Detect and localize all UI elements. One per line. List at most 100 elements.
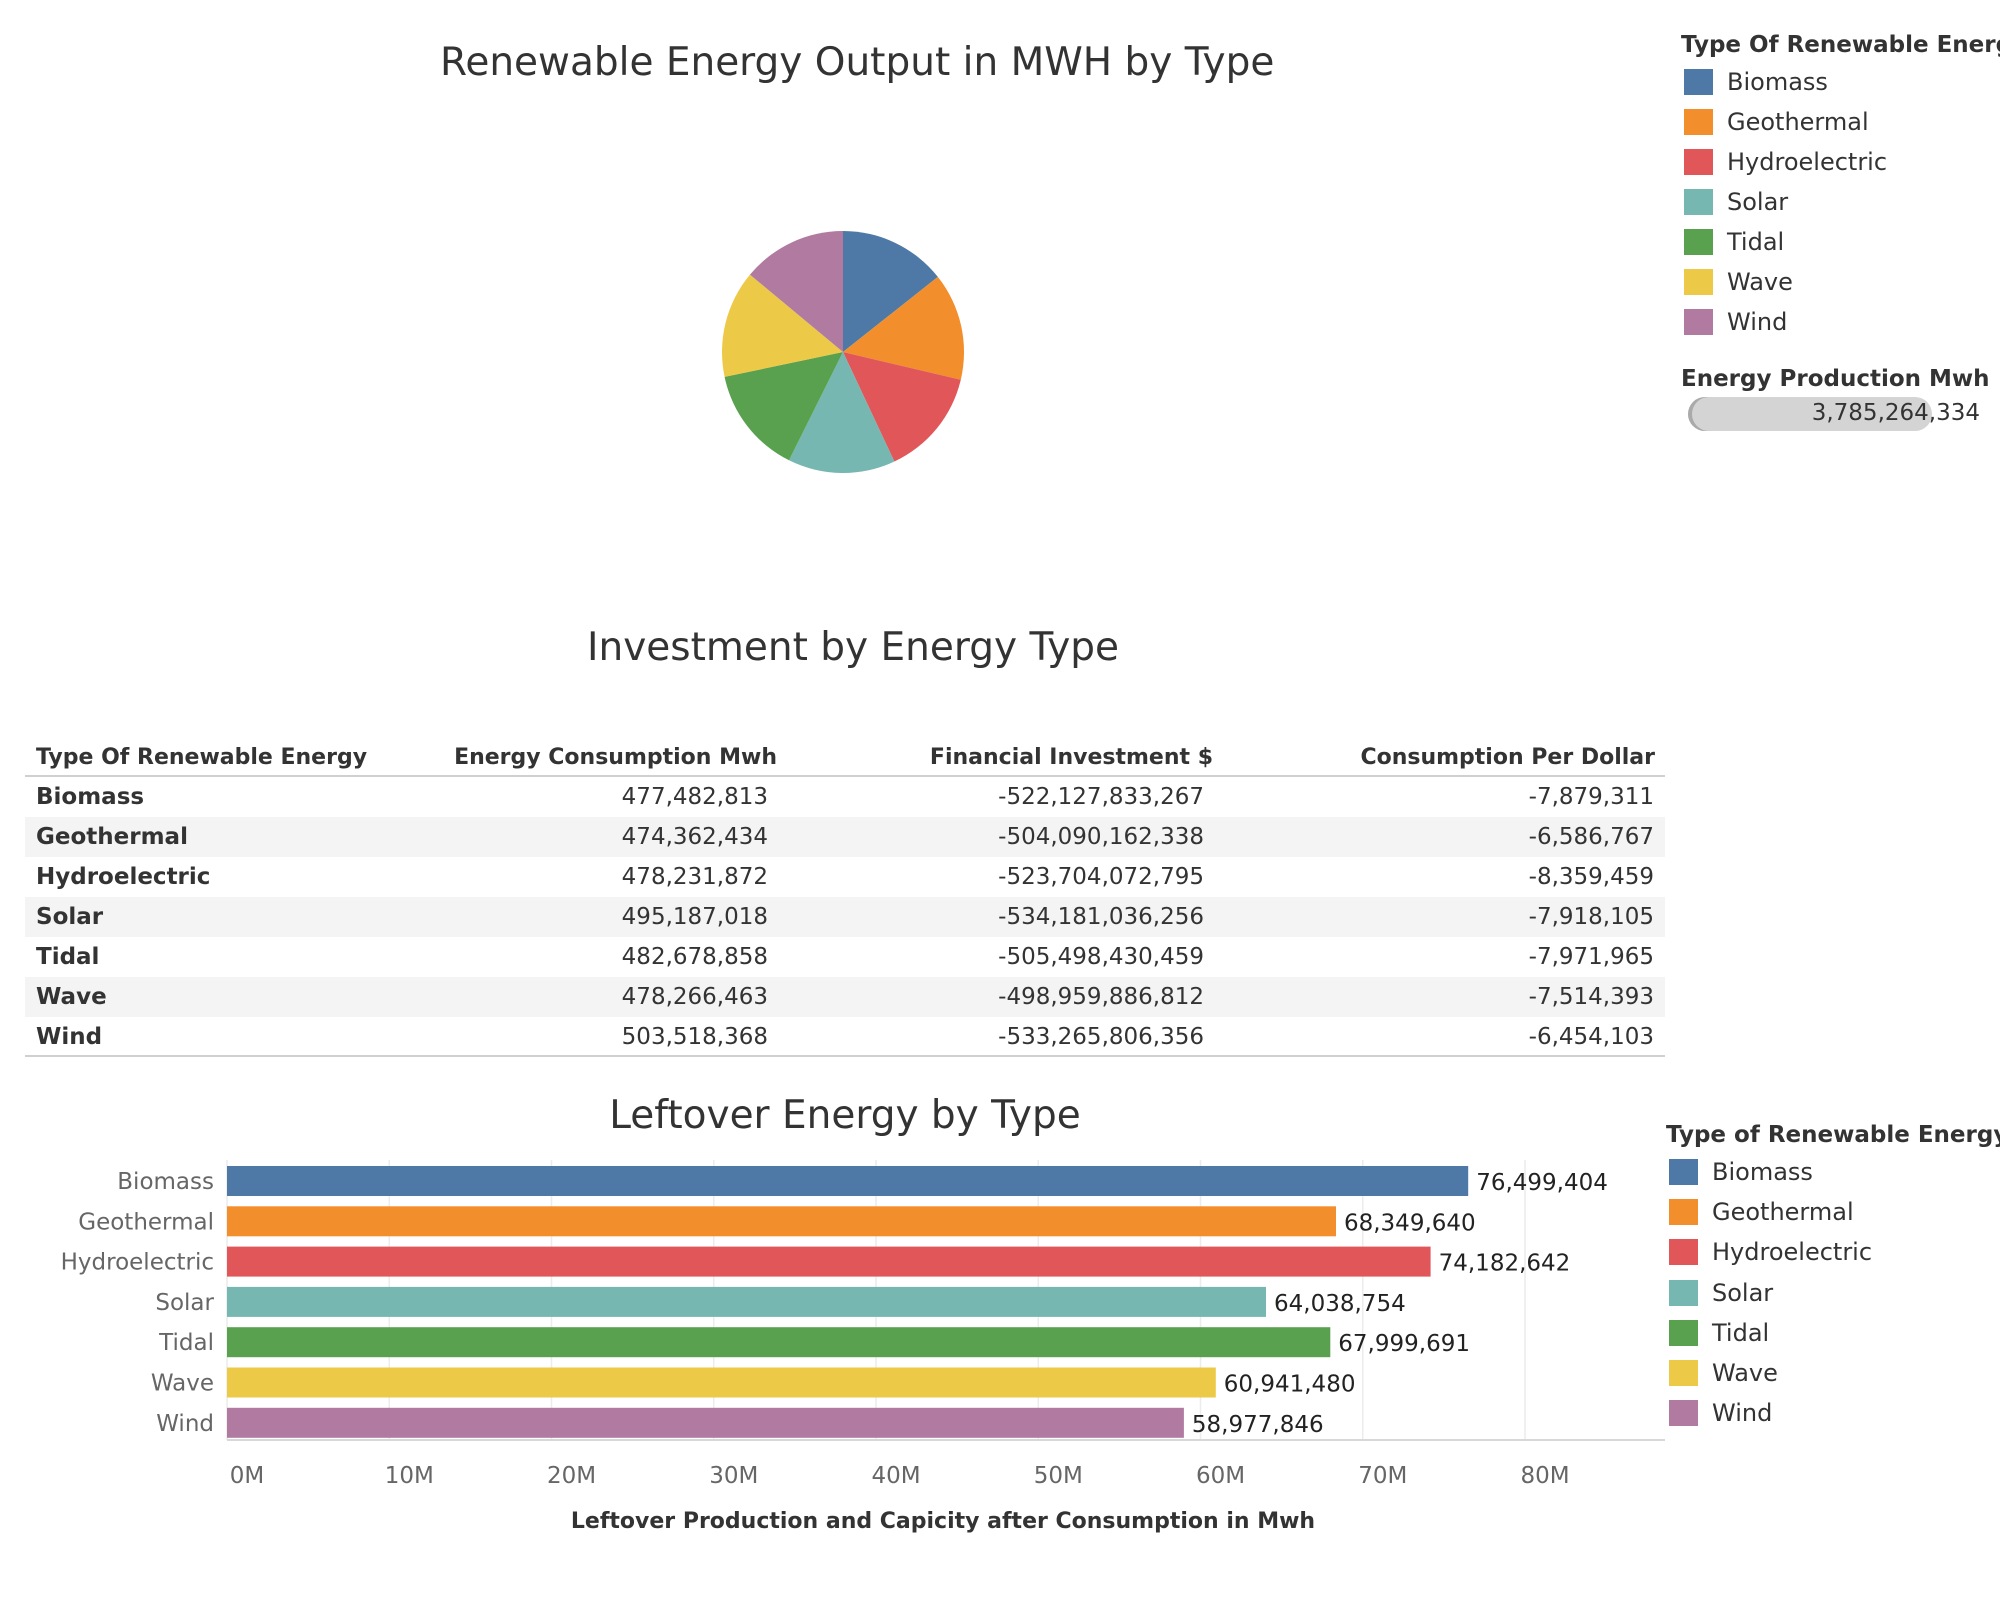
- pie-legend-item-solar[interactable]: Solar: [1684, 187, 1788, 217]
- cell-type: Wave: [36, 984, 107, 1010]
- legend-swatch: [1669, 1199, 1698, 1226]
- cell-type: Hydroelectric: [36, 864, 211, 890]
- pie-legend-item-geothermal[interactable]: Geothermal: [1684, 107, 1869, 137]
- table-row[interactable]: Solar 495,187,018 -534,181,036,256 -7,918,1…: [25, 897, 1665, 937]
- bar-value-label: 76,499,404: [1476, 1170, 1608, 1196]
- pie-legend-item-tidal[interactable]: Tidal: [1684, 227, 1784, 257]
- pie-slice-hydroelectric[interactable]: [843, 352, 961, 462]
- y-category-label: Solar: [155, 1290, 214, 1316]
- y-category-label: Wave: [151, 1371, 214, 1397]
- cell-per-dollar: -7,918,105: [1528, 904, 1654, 930]
- pie-slice-biomass[interactable]: [843, 231, 938, 352]
- bar-legend-item-wave[interactable]: Wave: [1669, 1358, 1778, 1388]
- table-row[interactable]: Wave 478,266,463 -498,959,886,812 -7,514,39…: [25, 977, 1665, 1017]
- x-tick-label: 40M: [871, 1463, 920, 1489]
- cell-consumption: 482,678,858: [621, 944, 768, 970]
- legend-label: Wind: [1712, 1399, 1773, 1428]
- bar-legend-item-tidal[interactable]: Tidal: [1669, 1318, 1769, 1348]
- legend-label: Geothermal: [1727, 108, 1869, 136]
- legend-label: Hydroelectric: [1727, 148, 1888, 176]
- legend-swatch: [1684, 229, 1713, 255]
- legend-label: Biomass: [1712, 1158, 1813, 1186]
- cell-investment: -522,127,833,267: [998, 784, 1204, 810]
- pie-slice-wind[interactable]: [749, 231, 843, 352]
- cell-type: Tidal: [36, 944, 100, 970]
- x-tick-label: 80M: [1520, 1463, 1569, 1489]
- y-category-label: Tidal: [158, 1330, 214, 1356]
- pie-slice-solar[interactable]: [789, 352, 895, 473]
- table-row[interactable]: Geothermal 474,362,434 -504,090,162,338 -6,…: [25, 817, 1665, 857]
- cell-investment: -505,498,430,459: [998, 944, 1204, 970]
- bar-wave[interactable]: [227, 1367, 1216, 1398]
- table-row[interactable]: Tidal 482,678,858 -505,498,430,459 -7,971,9…: [25, 937, 1665, 977]
- bar-hydroelectric[interactable]: [227, 1246, 1431, 1277]
- bar-legend-item-geothermal[interactable]: Geothermal: [1669, 1197, 1854, 1227]
- table-header-per-dollar: Consumption Per Dollar: [1360, 745, 1655, 770]
- bar-geothermal[interactable]: [227, 1206, 1336, 1237]
- x-tick-label: 30M: [709, 1463, 758, 1489]
- pie-legend-item-hydroelectric[interactable]: Hydroelectric: [1684, 147, 1887, 177]
- bar-biomass[interactable]: [227, 1166, 1469, 1196]
- table-title: Investment by Energy Type: [587, 625, 1120, 670]
- table-header-rule: [25, 775, 1665, 777]
- cell-type: Biomass: [36, 784, 145, 810]
- legend-label: Tidal: [1727, 228, 1785, 256]
- pie-slice-wave[interactable]: [721, 274, 843, 377]
- size-legend-bar: [1688, 397, 1932, 431]
- bar-legend-item-wind[interactable]: Wind: [1669, 1398, 1772, 1428]
- table-header-type: Type Of Renewable Energy: [36, 745, 368, 770]
- bar-chart-title: Leftover Energy by Type: [609, 1093, 1081, 1138]
- pie-legend-item-biomass[interactable]: Biomass: [1684, 67, 1828, 97]
- pie-slice-tidal[interactable]: [724, 352, 843, 461]
- legend-label: Wave: [1727, 268, 1793, 296]
- size-legend-title: Energy Production Mwh: [1681, 366, 1990, 392]
- pie-legend-item-wave[interactable]: Wave: [1684, 267, 1793, 297]
- legend-swatch: [1669, 1400, 1698, 1427]
- y-category-label: Geothermal: [78, 1209, 214, 1235]
- bar-value-label: 58,977,846: [1192, 1412, 1324, 1438]
- size-legend-value: 3,785,264,334: [1811, 400, 1980, 426]
- bar-legend-item-biomass[interactable]: Biomass: [1669, 1157, 1813, 1187]
- pie-chart-title: Renewable Energy Output in MWH by Type: [440, 40, 1275, 85]
- cell-per-dollar: -7,879,311: [1528, 784, 1654, 810]
- cell-per-dollar: -6,586,767: [1528, 824, 1654, 850]
- table-row[interactable]: Wind 503,518,368 -533,265,806,356 -6,454,10…: [25, 1017, 1665, 1057]
- x-tick-label: 60M: [1196, 1463, 1245, 1489]
- bar-value-label: 74,182,642: [1439, 1251, 1571, 1277]
- legend-label: Geothermal: [1712, 1198, 1854, 1227]
- legend-label: Solar: [1727, 188, 1789, 216]
- bar-value-label: 68,349,640: [1344, 1210, 1476, 1236]
- cell-consumption: 503,518,368: [621, 1024, 768, 1050]
- table-header-consumption: Energy Consumption Mwh: [454, 745, 777, 770]
- cell-consumption: 477,482,813: [621, 784, 768, 810]
- bar-wind[interactable]: [227, 1407, 1184, 1438]
- bar-legend-item-hydroelectric[interactable]: Hydroelectric: [1669, 1237, 1872, 1267]
- cell-investment: -523,704,072,795: [998, 864, 1204, 890]
- bar-legend-item-solar[interactable]: Solar: [1669, 1278, 1773, 1308]
- cell-per-dollar: -7,971,965: [1528, 944, 1654, 970]
- table-row[interactable]: Hydroelectric 478,231,872 -523,704,072,795…: [25, 857, 1665, 897]
- bar-legend-title: Type of Renewable Energy: [1666, 1122, 2000, 1148]
- cell-consumption: 478,231,872: [621, 864, 768, 890]
- legend-swatch: [1684, 69, 1713, 95]
- legend-label: Tidal: [1712, 1318, 1770, 1347]
- legend-label: Wave: [1712, 1359, 1778, 1387]
- cell-per-dollar: -8,359,459: [1528, 864, 1654, 890]
- bar-tidal[interactable]: [227, 1327, 1331, 1358]
- legend-swatch: [1684, 269, 1713, 295]
- legend-swatch: [1669, 1360, 1698, 1386]
- bar-solar[interactable]: [227, 1286, 1266, 1317]
- cell-investment: -533,265,806,356: [998, 1024, 1204, 1050]
- pie-legend-title: Type Of Renewable Energy: [1681, 32, 2000, 58]
- pie-legend-item-wind[interactable]: Wind: [1684, 307, 1787, 337]
- pie-slice-geothermal[interactable]: [843, 276, 965, 380]
- cell-consumption: 495,187,018: [621, 904, 768, 930]
- bar-value-label: 64,038,754: [1274, 1291, 1406, 1317]
- legend-swatch: [1684, 109, 1713, 135]
- legend-swatch: [1684, 309, 1713, 335]
- table-row[interactable]: Biomass 477,482,813 -522,127,833,267 -7,879…: [25, 777, 1665, 817]
- cell-consumption: 474,362,434: [621, 824, 768, 850]
- legend-label: Hydroelectric: [1712, 1238, 1873, 1267]
- legend-label: Solar: [1712, 1278, 1774, 1307]
